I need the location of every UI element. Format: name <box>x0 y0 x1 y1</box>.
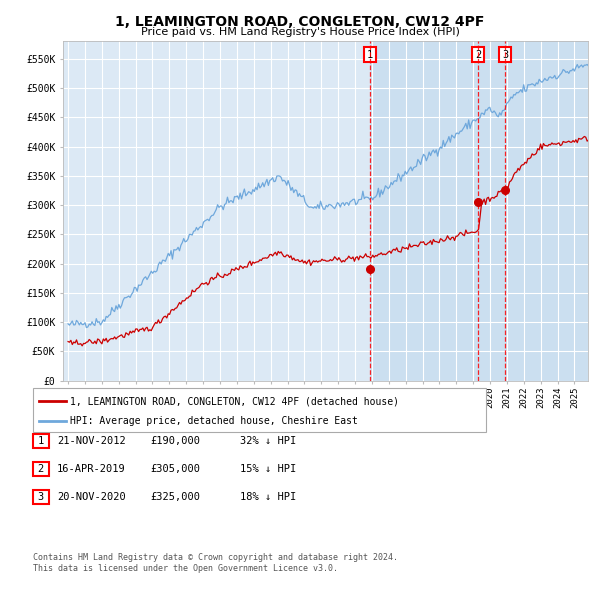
Text: 21-NOV-2012: 21-NOV-2012 <box>57 436 126 445</box>
Text: 2: 2 <box>38 464 44 474</box>
Text: Contains HM Land Registry data © Crown copyright and database right 2024.
This d: Contains HM Land Registry data © Crown c… <box>33 553 398 573</box>
Text: Price paid vs. HM Land Registry's House Price Index (HPI): Price paid vs. HM Land Registry's House … <box>140 27 460 37</box>
Text: 1, LEAMINGTON ROAD, CONGLETON, CW12 4PF: 1, LEAMINGTON ROAD, CONGLETON, CW12 4PF <box>115 15 485 30</box>
Text: £325,000: £325,000 <box>150 493 200 502</box>
Text: 15% ↓ HPI: 15% ↓ HPI <box>240 464 296 474</box>
Text: £305,000: £305,000 <box>150 464 200 474</box>
Text: 18% ↓ HPI: 18% ↓ HPI <box>240 493 296 502</box>
Text: 1: 1 <box>38 436 44 445</box>
Text: 3: 3 <box>502 50 508 60</box>
Text: HPI: Average price, detached house, Cheshire East: HPI: Average price, detached house, Ches… <box>70 416 358 426</box>
Text: 20-NOV-2020: 20-NOV-2020 <box>57 493 126 502</box>
Text: 32% ↓ HPI: 32% ↓ HPI <box>240 436 296 445</box>
Text: 16-APR-2019: 16-APR-2019 <box>57 464 126 474</box>
Bar <box>370 41 588 381</box>
Text: 2: 2 <box>475 50 481 60</box>
Text: 3: 3 <box>38 493 44 502</box>
Text: 1, LEAMINGTON ROAD, CONGLETON, CW12 4PF (detached house): 1, LEAMINGTON ROAD, CONGLETON, CW12 4PF … <box>70 396 399 407</box>
Text: £190,000: £190,000 <box>150 436 200 445</box>
Text: 1: 1 <box>367 50 373 60</box>
